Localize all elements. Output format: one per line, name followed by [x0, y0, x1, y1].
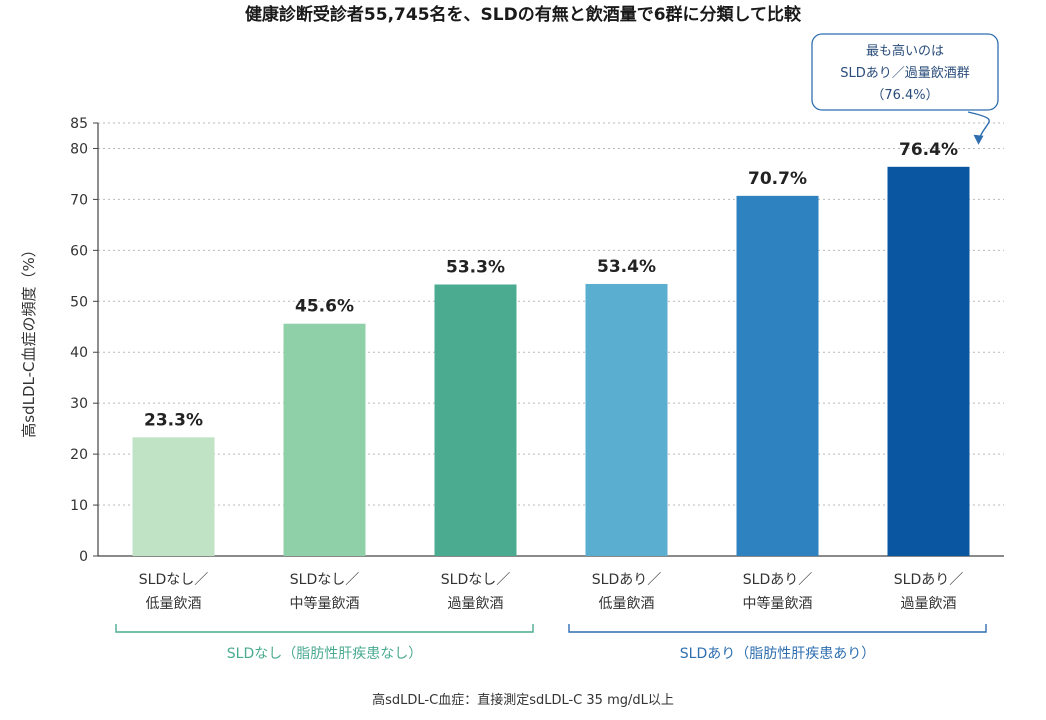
- data-label: 23.3%: [144, 410, 203, 430]
- y-tick-label: 85: [70, 116, 88, 132]
- group-label: SLDなし（脂肪性肝疾患なし）: [227, 646, 422, 662]
- data-label: 45.6%: [295, 297, 354, 317]
- category-label: SLDあり／: [592, 572, 661, 588]
- data-label: 53.3%: [446, 257, 505, 277]
- group-label: SLDあり（脂肪性肝疾患あり）: [680, 646, 875, 662]
- y-tick-label: 80: [70, 141, 88, 157]
- category-label: SLDなし／: [290, 572, 359, 588]
- bar: [585, 283, 668, 556]
- y-tick-label: 30: [70, 396, 88, 412]
- category-labels: SLDなし／ 低量飲酒 SLDなし／ 中等量飲酒 SLDなし／ 過量飲酒 SLDあり／ 低量飲…: [139, 572, 963, 612]
- callout: 最も高いのは SLDあり／過量飲酒群 （76.4%）: [811, 33, 999, 145]
- category-label: 低量飲酒: [599, 596, 655, 612]
- category-label: SLDなし／: [441, 572, 510, 588]
- y-axis-ticks: 0 10 20 30 40 50 60 70 80 85: [70, 116, 98, 565]
- data-label: 53.4%: [597, 257, 656, 277]
- callout-text: （76.4%）: [871, 88, 938, 103]
- category-label: SLDあり／: [743, 572, 812, 588]
- category-label: 過量飲酒: [448, 596, 504, 612]
- footnote: 高sdLDL-C血症：直接測定sdLDL-C 35 mg/dL以上: [372, 692, 674, 708]
- y-tick-label: 40: [70, 345, 88, 361]
- y-tick-label: 50: [70, 294, 88, 310]
- data-label: 76.4%: [899, 140, 958, 160]
- category-label: SLDなし／: [139, 572, 208, 588]
- chart-title: 健康診断受診者55,745名を、SLDの有無と飲酒量で6群に分類して比較: [245, 4, 802, 25]
- callout-text: 最も高いのは: [866, 43, 944, 59]
- category-label: SLDあり／: [894, 572, 963, 588]
- category-label: 低量飲酒: [146, 596, 202, 612]
- gridlines: [98, 122, 1004, 506]
- bar: [434, 284, 517, 556]
- y-tick-label: 60: [70, 243, 88, 259]
- category-label: 過量飲酒: [901, 596, 957, 612]
- y-tick-label: 0: [79, 549, 88, 565]
- bar: [132, 437, 215, 556]
- bar: [283, 323, 366, 556]
- group-brackets: SLDなし（脂肪性肝疾患なし） SLDあり（脂肪性肝疾患あり）: [115, 624, 987, 662]
- bar: [736, 195, 819, 556]
- y-axis-label: 高sdLDL-C血症の頻度（%）: [20, 242, 38, 437]
- bars: [132, 166, 970, 556]
- data-labels: 23.3% 45.6% 53.3% 53.4% 70.7% 76.4%: [144, 140, 958, 430]
- group-bracket: [115, 624, 534, 633]
- data-label: 70.7%: [748, 169, 807, 189]
- y-tick-label: 70: [70, 192, 88, 208]
- category-label: 中等量飲酒: [743, 595, 813, 612]
- callout-box: [811, 33, 999, 111]
- category-label: 中等量飲酒: [290, 595, 360, 612]
- y-tick-label: 10: [70, 498, 88, 514]
- group-bracket: [568, 624, 987, 633]
- callout-arrowhead: [973, 134, 984, 145]
- y-tick-label: 20: [70, 447, 88, 463]
- bar: [887, 166, 970, 556]
- callout-text: SLDあり／過量飲酒群: [840, 65, 970, 81]
